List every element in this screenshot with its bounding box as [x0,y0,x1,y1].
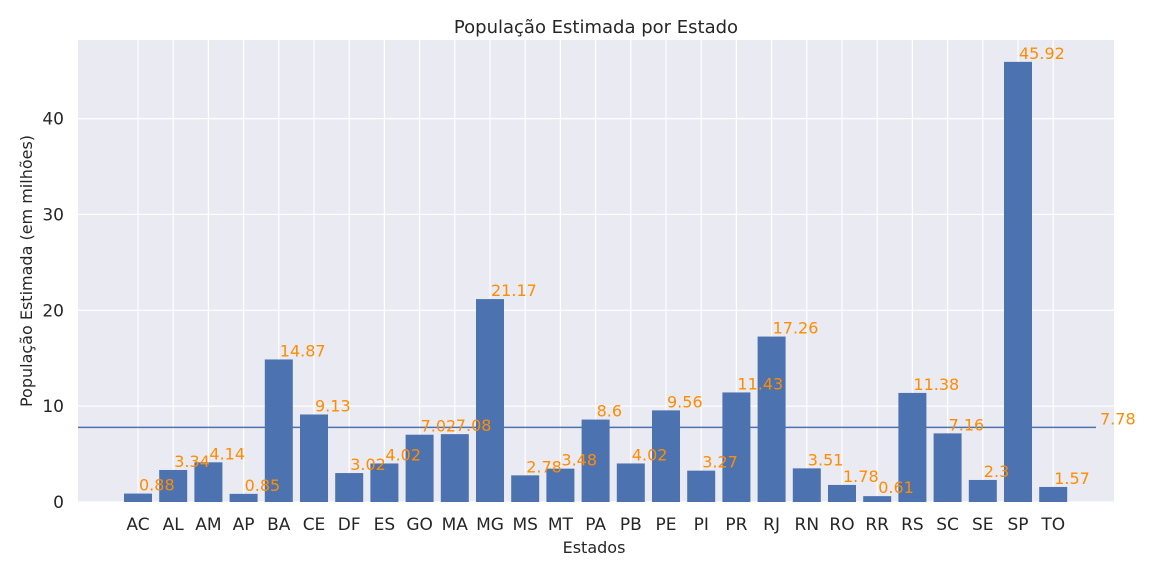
x-tick-to: TO [1040,515,1065,535]
bar-rn [792,468,821,502]
x-tick-rr: RR [865,515,889,535]
value-label-rn: 3.51 [808,450,844,469]
bar-ac [124,493,152,502]
value-label-pr: 11.43 [737,374,783,393]
y-tick-labels: 0 10 20 30 40 [42,110,64,513]
x-tick-pa: PA [585,515,606,535]
bar-am [194,462,223,502]
value-label-pi: 3.27 [702,453,738,472]
value-label-df: 3.02 [350,455,386,474]
bar-pa [581,419,610,502]
y-tick-30: 30 [42,205,64,225]
x-tick-df: DF [338,515,361,535]
bars [124,61,1068,502]
value-label-go: 7.02 [421,417,457,436]
bar-al [159,469,188,502]
bar-es [370,463,399,502]
bar-go [405,434,434,502]
value-label-rj: 17.26 [773,319,819,338]
bar-rr [863,496,892,502]
x-tick-rn: RN [795,515,820,535]
value-label-sp: 45.92 [1019,44,1065,63]
x-tick-al: AL [163,515,185,535]
value-label-mt: 3.48 [561,451,597,470]
x-tick-labels: AC AL AM AP BA CE DF ES GO MA MG MS MT PA PB PE PI PR RJ RN… [126,515,1065,535]
x-tick-mg: MG [476,515,504,535]
value-label-pb: 4.02 [632,445,668,464]
value-label-al: 3.34 [174,452,210,471]
bar-sc [933,433,962,502]
value-label-sc: 7.16 [949,415,985,434]
value-label-se: 2.3 [984,462,1009,481]
x-tick-es: ES [374,515,396,535]
bar-df [335,473,364,502]
value-label-rr: 0.61 [878,478,914,497]
bar-pb [616,463,645,502]
bar-mt [546,468,575,502]
x-tick-ro: RO [829,515,854,535]
y-tick-10: 10 [42,397,64,417]
x-tick-pe: PE [656,515,677,535]
bar-ms [511,475,540,502]
x-tick-ac: AC [126,515,149,535]
x-tick-am: AM [195,515,221,535]
x-tick-ba: BA [267,515,291,535]
bar-ce [300,414,328,502]
x-axis-label: Estados [563,538,626,557]
value-label-ro: 1.78 [843,467,879,486]
bar-ro [828,484,856,502]
y-tick-0: 0 [53,493,64,513]
x-tick-rj: RJ [763,515,780,535]
x-tick-se: SE [972,515,994,535]
value-label-ma: 7.08 [456,416,492,435]
x-tick-ma: MA [442,515,469,535]
y-tick-20: 20 [42,301,64,321]
value-label-to: 1.57 [1054,469,1090,488]
y-axis-label: População Estimada (em milhões) [17,135,36,407]
average-label: 7.78 [1100,409,1136,428]
bar-pr [722,392,751,502]
x-tick-sc: SC [936,515,959,535]
bar-se [968,479,997,502]
value-label-ce: 9.13 [315,396,351,415]
bar-rs [898,392,927,502]
x-tick-pr: PR [725,515,747,535]
value-label-rs: 11.38 [913,375,959,394]
value-label-ba: 14.87 [280,341,326,360]
x-tick-pi: PI [694,515,709,535]
x-tick-sp: SP [1007,515,1028,535]
bar-ap [229,493,258,502]
chart-title: População Estimada por Estado [454,17,738,38]
x-tick-pb: PB [620,515,642,535]
value-label-es: 4.02 [385,445,421,464]
bar-to [1039,486,1068,502]
bar-pi [687,470,716,502]
bar-mg [476,299,504,502]
x-tick-ms: MS [512,515,537,535]
bar-ba [264,359,293,502]
bar-pe [652,410,680,502]
value-label-ac: 0.88 [139,476,175,495]
value-label-ms: 2.78 [526,457,562,476]
x-tick-mt: MT [548,515,574,535]
value-label-pe: 9.56 [667,392,703,411]
x-tick-ce: CE [303,515,326,535]
value-label-ap: 0.85 [245,476,281,495]
bar-ma [440,434,469,502]
bar-rj [757,336,786,502]
y-tick-40: 40 [42,110,64,130]
x-tick-rs: RS [901,515,924,535]
bar-sp [1004,61,1032,502]
value-label-pa: 8.6 [597,402,622,421]
x-tick-go: GO [406,515,433,535]
x-tick-ap: AP [233,515,255,535]
value-label-mg: 21.17 [491,281,537,300]
value-label-am: 4.14 [209,444,245,463]
